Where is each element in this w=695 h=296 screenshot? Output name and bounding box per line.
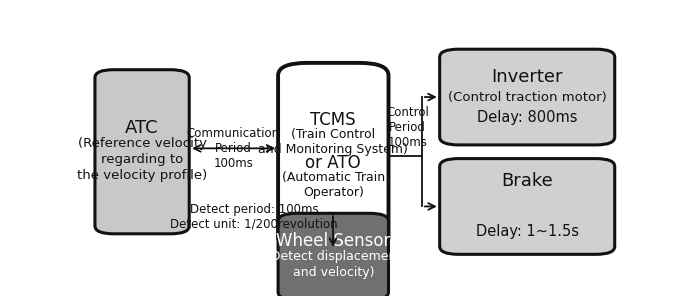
- Text: TCMS: TCMS: [311, 111, 356, 129]
- Text: Detect period: 100ms
Detect unit: 1/200revolution: Detect period: 100ms Detect unit: 1/200r…: [170, 203, 338, 231]
- FancyBboxPatch shape: [440, 49, 614, 145]
- Text: or ATO: or ATO: [306, 155, 361, 173]
- Text: and Monitoring System): and Monitoring System): [259, 143, 408, 156]
- FancyBboxPatch shape: [95, 70, 189, 234]
- Text: Communication
Period
100ms: Communication Period 100ms: [187, 127, 280, 170]
- Text: (Reference velocity: (Reference velocity: [78, 137, 206, 150]
- Text: Delay: 1~1.5s: Delay: 1~1.5s: [475, 224, 579, 239]
- Text: the velocity profile): the velocity profile): [77, 169, 207, 182]
- Text: (Train Control: (Train Control: [291, 128, 375, 141]
- Text: regarding to: regarding to: [101, 153, 183, 166]
- Text: Delay: 800ms: Delay: 800ms: [477, 110, 578, 125]
- Text: Inverter: Inverter: [491, 67, 563, 86]
- FancyBboxPatch shape: [278, 63, 389, 250]
- Text: Brake: Brake: [501, 172, 553, 190]
- Text: (Control traction motor): (Control traction motor): [448, 91, 607, 104]
- Text: and velocity): and velocity): [293, 266, 374, 279]
- Text: (Automatic Train: (Automatic Train: [281, 171, 385, 184]
- Text: Control
Period
100ms: Control Period 100ms: [386, 106, 429, 149]
- Text: ATC: ATC: [125, 119, 159, 137]
- Text: Wheel Sensor: Wheel Sensor: [276, 232, 391, 250]
- Text: (Detect displacement: (Detect displacement: [265, 250, 401, 263]
- FancyBboxPatch shape: [440, 159, 614, 254]
- Text: Operator): Operator): [303, 186, 363, 199]
- FancyBboxPatch shape: [278, 213, 389, 296]
